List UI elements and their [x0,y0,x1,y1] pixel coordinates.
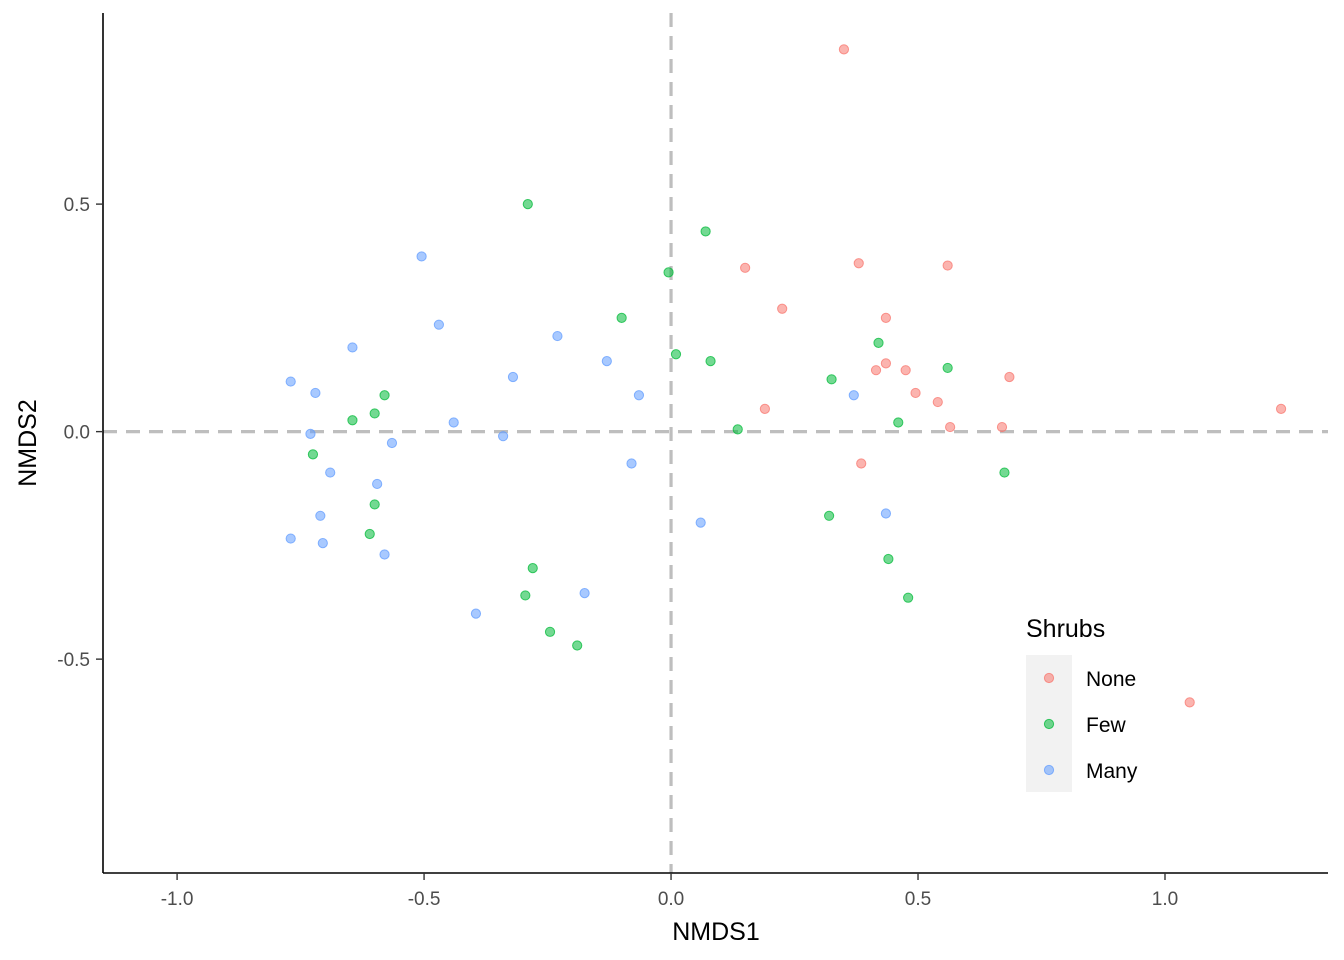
data-point-few [732,424,743,435]
data-point-none [838,44,850,55]
data-point-few [616,312,627,323]
data-point-many [325,467,336,478]
x-axis-title: NMDS1 [672,918,760,946]
data-point-none [856,458,867,469]
data-point-many [579,588,590,599]
x-tick-label: -0.5 [408,889,441,910]
legend-label-many: Many [1086,760,1138,783]
y-axis-title: NMDS2 [14,399,42,487]
legend-title: Shrubs [1026,615,1105,643]
data-point-many [379,549,390,560]
x-axis-ticks: -1.0 -0.5 0.0 0.5 1.0 [161,873,1178,910]
data-point-many [507,371,519,383]
data-point-few [522,199,533,210]
y-tick-label: 0.5 [64,195,90,216]
x-tick-label: 0.0 [658,889,684,910]
data-point-few [670,349,682,360]
data-point-none [932,396,943,408]
y-tick-label: 0.0 [64,423,90,444]
data-point-few [903,592,914,603]
data-point-none [910,387,921,399]
data-point-few [873,337,884,348]
data-point-few [520,590,531,601]
data-point-none [880,312,892,323]
legend-key-many [1043,764,1055,776]
data-point-few [364,528,375,540]
data-point-many [448,417,459,428]
data-point-many [633,390,645,401]
x-tick-label: 0.5 [905,889,931,910]
data-point-none [880,358,892,369]
data-point-many [347,342,358,353]
data-point-none [945,421,956,433]
data-point-few [663,267,674,278]
legend-key-none [1043,672,1055,684]
data-point-none [1184,697,1195,708]
data-point-many [285,376,296,387]
data-point-none [1275,403,1287,414]
data-point-many [416,251,427,262]
data-point-none [1004,371,1015,383]
data-point-few [883,553,894,565]
data-point-few [369,408,380,419]
data-point-many [305,428,316,439]
data-point-few [705,355,716,367]
data-point-few [942,362,953,374]
data-point-few [379,390,390,401]
legend: Shrubs None Few Many [1026,615,1138,792]
data-point-few [307,449,319,460]
data-point-many [285,533,296,544]
data-point-few [527,563,538,574]
legend-label-few: Few [1086,714,1127,737]
data-point-none [870,365,882,376]
data-point-none [777,303,788,314]
data-point-few [544,626,556,637]
data-point-few [826,374,837,385]
data-point-none [996,421,1008,433]
y-tick-label: -0.5 [57,650,90,671]
data-point-few [347,415,358,426]
data-point-many [552,330,563,342]
data-point-many [880,508,892,519]
data-points [285,44,1287,708]
data-point-many [470,608,482,619]
data-point-few [700,226,711,237]
data-point-few [824,510,835,521]
data-point-many [386,437,398,449]
legend-label-none: None [1086,668,1136,691]
data-point-none [759,403,770,414]
data-point-many [317,538,328,549]
data-point-none [900,365,911,376]
x-tick-label: 1.0 [1152,889,1178,910]
reference-lines [103,13,1328,873]
data-point-few [572,640,583,651]
data-point-many [372,478,383,490]
data-point-many [310,387,321,399]
data-point-many [695,517,706,528]
data-point-many [315,510,326,521]
data-point-many [601,355,612,367]
data-point-many [433,319,444,330]
data-point-few [893,417,904,428]
y-axis-ticks: -0.5 0.0 0.5 [57,195,103,671]
legend-key-few [1043,718,1055,730]
data-point-few [369,499,380,510]
data-point-few [999,467,1010,478]
data-point-many [498,431,509,442]
x-tick-label: -1.0 [161,889,194,910]
data-point-many [848,390,859,401]
data-point-none [740,262,751,273]
data-point-many [626,458,637,469]
data-point-none [853,258,864,269]
data-point-none [942,260,953,271]
